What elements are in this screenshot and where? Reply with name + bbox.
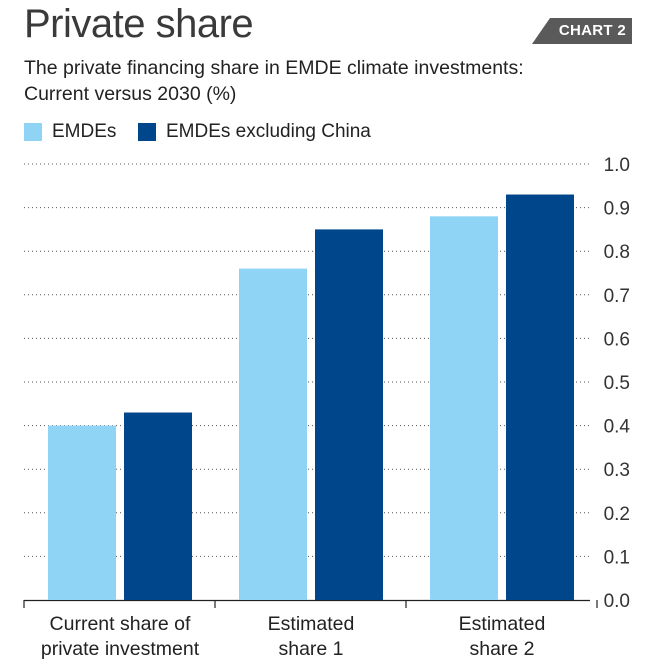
y-tick-label: 0.0 [604, 591, 630, 612]
y-tick-label: 0.6 [604, 329, 630, 350]
y-tick-label: 0.5 [604, 373, 630, 394]
chart-subtitle: The private financing share in EMDE clim… [24, 55, 624, 107]
subtitle-line-1: The private financing share in EMDE clim… [24, 57, 524, 79]
x-category-label: Estimated [459, 613, 546, 635]
chart-title: Private share [24, 2, 254, 46]
legend-label-emdes: EMDEs [52, 121, 117, 142]
legend-item-emdes: EMDEs [24, 121, 116, 143]
legend-swatch-emdes [24, 123, 42, 141]
bar-emdes [430, 216, 498, 600]
y-tick-label: 0.4 [604, 417, 631, 438]
x-category-label: Current share of [50, 613, 191, 635]
x-category-label: Estimated [268, 613, 355, 635]
y-tick-label: 0.3 [604, 460, 630, 481]
x-category-label: share 2 [469, 638, 534, 660]
legend-label-emdes-ex-china: EMDEs excluding China [166, 121, 371, 142]
bar-emdes-ex-china [124, 412, 192, 600]
badge-shape [532, 18, 632, 44]
y-tick-label: 0.8 [604, 242, 630, 263]
badge-label: CHART 2 [558, 22, 626, 39]
y-tick-label: 0.1 [604, 547, 630, 568]
y-tick-label: 1.0 [604, 155, 630, 176]
x-category-label: private investment [41, 638, 200, 660]
y-tick-label: 0.7 [604, 286, 630, 307]
y-tick-label: 0.9 [604, 199, 630, 220]
legend-swatch-emdes-ex-china [138, 123, 156, 141]
legend-item-emdes-ex-china: EMDEs excluding China [138, 121, 371, 143]
bar-emdes [239, 268, 307, 600]
bar-emdes-ex-china [315, 229, 383, 600]
y-tick-label: 0.2 [604, 504, 630, 525]
x-category-label: share 1 [278, 638, 343, 660]
bar-emdes [48, 425, 116, 600]
subtitle-line-2: Current versus 2030 (%) [24, 83, 237, 105]
bar-emdes-ex-china [506, 194, 574, 600]
chart-badge: CHART 2 [532, 18, 632, 44]
